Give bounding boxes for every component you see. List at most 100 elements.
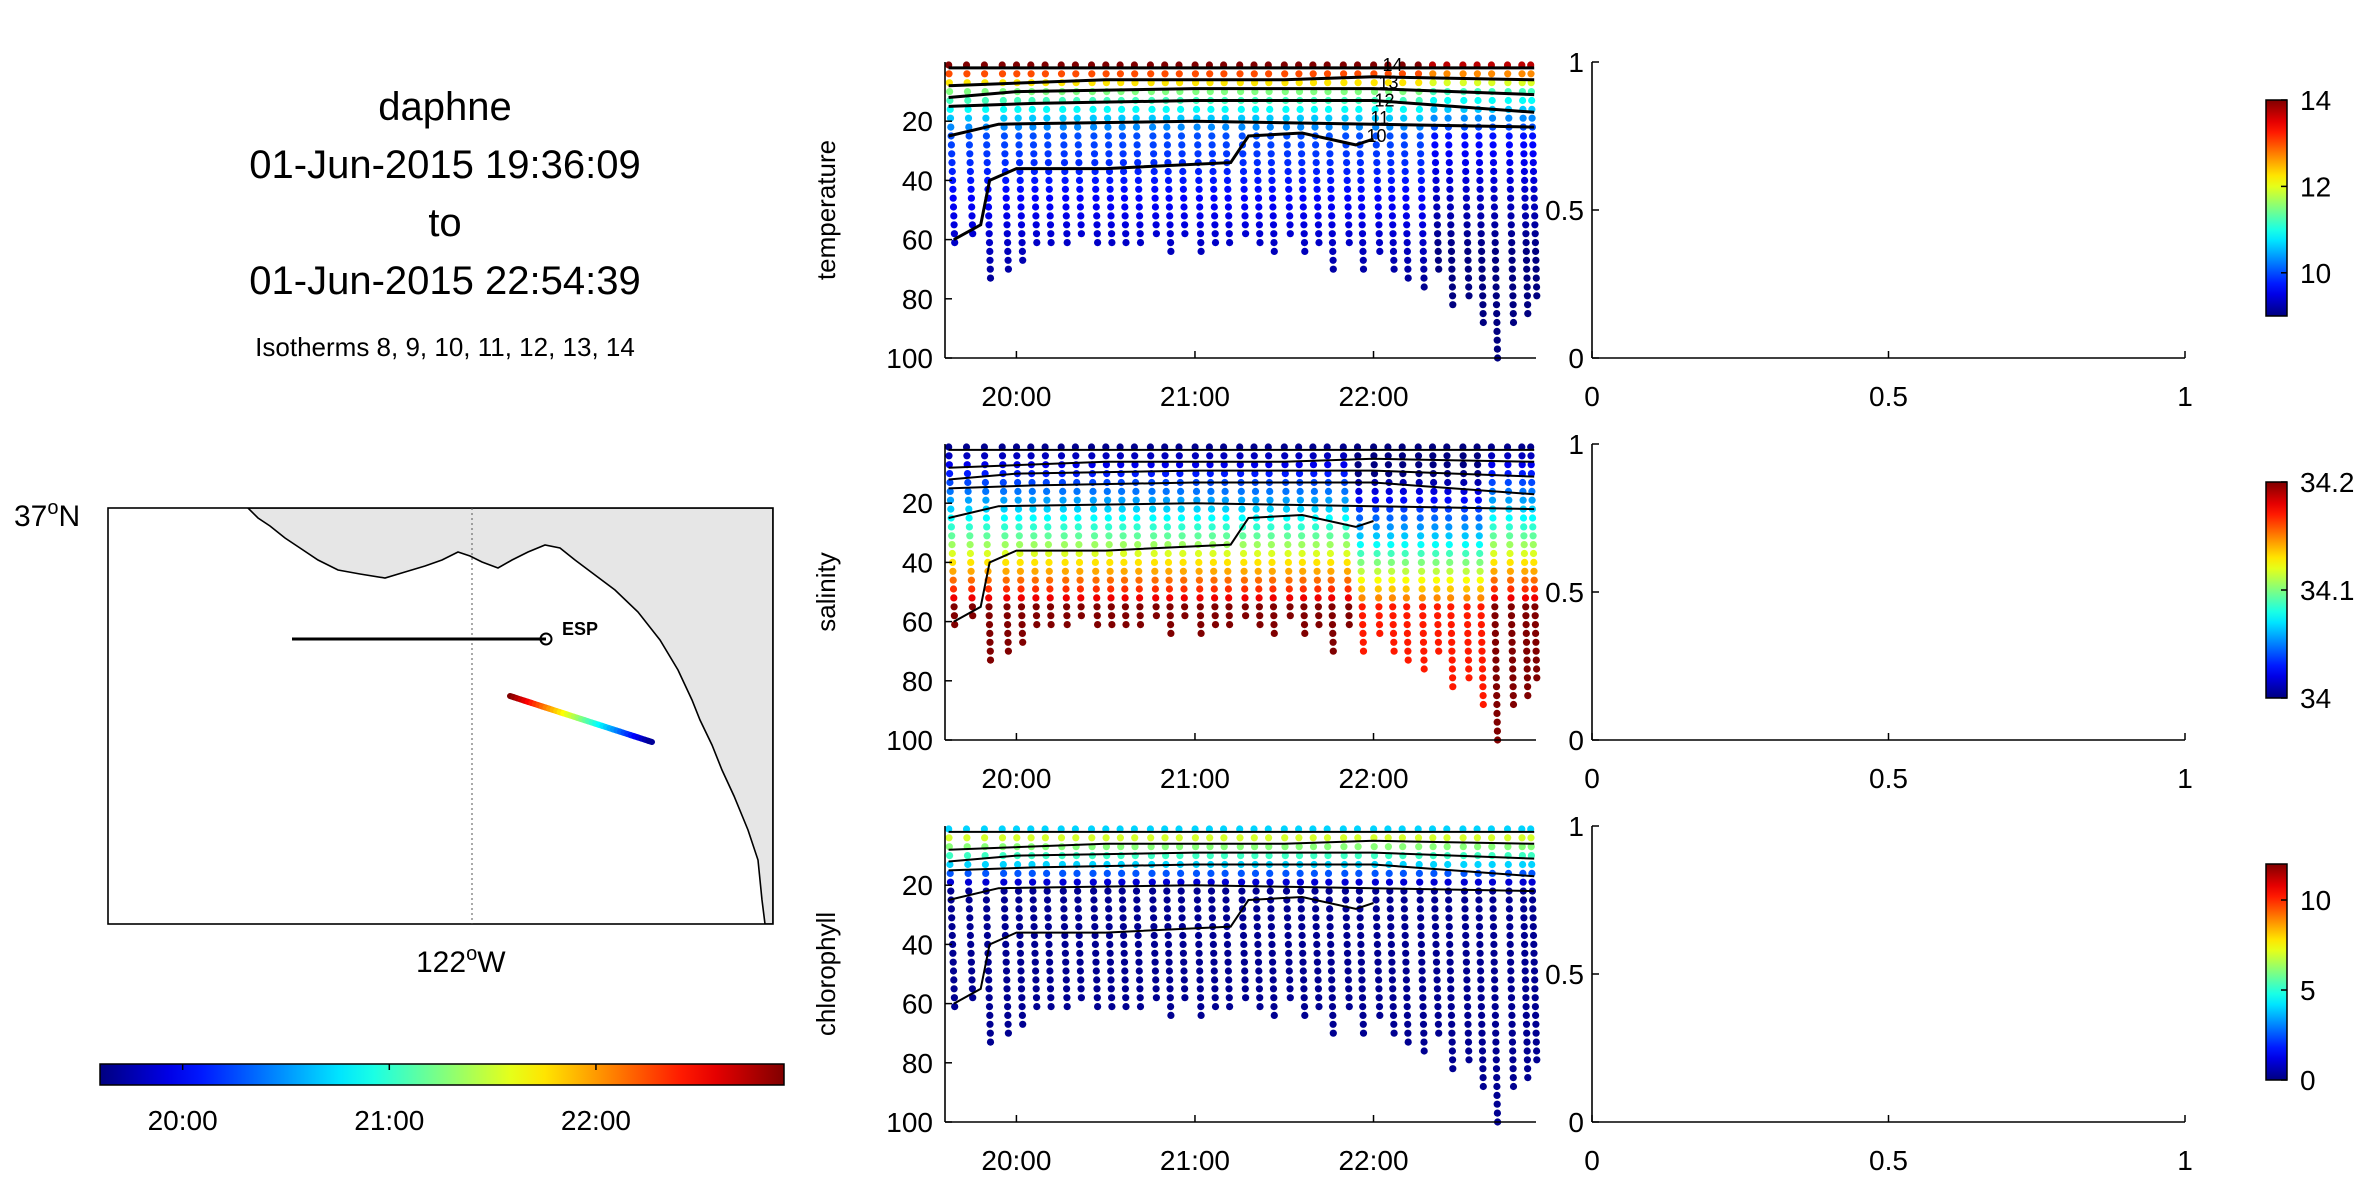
- chlorophyll-point: [947, 905, 956, 913]
- chlorophyll-point: [1443, 834, 1451, 842]
- chlorophyll-point: [1297, 896, 1305, 904]
- chlorophyll-point: [967, 949, 975, 957]
- temperature-point: [1255, 212, 1263, 220]
- salinity-point: [1131, 452, 1139, 460]
- chlorophyll-point: [945, 834, 953, 842]
- salinity-point: [1375, 612, 1383, 620]
- salinity-point: [1148, 487, 1156, 495]
- temperature-point: [986, 265, 994, 273]
- temperature-point: [1490, 194, 1498, 202]
- salinity-point: [1269, 585, 1277, 593]
- temperature-point: [1522, 239, 1530, 247]
- salinity-point: [1358, 585, 1366, 593]
- salinity-point: [1491, 629, 1499, 638]
- temperature-point: [1506, 176, 1514, 184]
- isotherm-label: 14: [1382, 55, 1402, 75]
- chlorophyll-point: [1522, 1011, 1530, 1020]
- salinity-point: [1106, 558, 1114, 567]
- salinity-point: [1193, 514, 1201, 522]
- temperature-point: [951, 239, 959, 247]
- salinity-point: [1505, 496, 1513, 504]
- chlorophyll-point: [1108, 1003, 1116, 1011]
- salinity-point: [1312, 523, 1320, 531]
- chlorophyll-point: [1119, 905, 1127, 913]
- salinity-point: [1028, 487, 1036, 495]
- chlorophyll-point: [1210, 949, 1218, 957]
- chlorophyll-point: [1431, 896, 1439, 904]
- chlorophyll-point: [1239, 931, 1248, 940]
- chlorophyll-point: [1520, 923, 1528, 931]
- chlorophyll-point: [1464, 1029, 1472, 1037]
- salinity-point: [1073, 496, 1081, 504]
- temperature-point: [1374, 194, 1382, 202]
- salinity-point: [1062, 585, 1070, 593]
- chlorophyll-point: [1310, 869, 1318, 878]
- temperature-point: [1476, 167, 1484, 176]
- temperature-point: [1256, 239, 1264, 247]
- chlorophyll-point: [1250, 825, 1258, 833]
- chlorophyll-point: [1356, 923, 1364, 931]
- salinity-point: [1400, 523, 1408, 531]
- temperature-point: [1492, 292, 1500, 300]
- chlorophyll-point: [1074, 896, 1082, 904]
- temperature-point: [1374, 185, 1382, 193]
- salinity-point: [1504, 452, 1512, 460]
- chlorophyll-point: [1358, 985, 1366, 993]
- temperature-point: [1004, 256, 1012, 264]
- chlorophyll-point: [1033, 1003, 1041, 1011]
- temperature-point: [1177, 105, 1185, 113]
- chlorophyll-point: [1509, 1056, 1517, 1064]
- temperature-point: [985, 212, 993, 220]
- chlorophyll-point: [1524, 1074, 1532, 1082]
- temperature-point: [1029, 123, 1037, 131]
- salinity-point: [1059, 487, 1067, 495]
- salinity-point: [1252, 505, 1260, 513]
- salinity-point: [1136, 612, 1144, 620]
- salinity-point: [1063, 621, 1071, 629]
- salinity-point: [1074, 523, 1082, 531]
- temperature-point: [1046, 194, 1054, 202]
- salinity-point: [1267, 532, 1275, 540]
- temperature-point: [1151, 194, 1159, 202]
- chlorophyll-point: [1175, 834, 1183, 842]
- chlorophyll-point: [1417, 931, 1425, 940]
- chlorophyll-point: [1256, 994, 1264, 1002]
- salinity-point: [1295, 443, 1303, 451]
- chlorophyll-point: [1030, 923, 1038, 931]
- chlorophyll-point: [1135, 967, 1143, 975]
- chlorophyll-point: [1374, 967, 1382, 975]
- salinity-point: [949, 576, 957, 584]
- salinity-point: [1533, 665, 1541, 673]
- salinity-point: [1047, 621, 1055, 629]
- salinity-point: [1446, 576, 1454, 584]
- chlorophyll-point: [1179, 931, 1187, 940]
- salinity-point: [1254, 549, 1262, 558]
- temperature-point: [1121, 203, 1129, 211]
- salinity-point: [1116, 452, 1124, 460]
- temperature-point: [1315, 230, 1323, 238]
- salinity-point: [1520, 532, 1528, 540]
- salinity-point: [1430, 487, 1438, 495]
- salinity-point: [1372, 523, 1380, 531]
- salinity-point: [949, 585, 958, 593]
- chlorophyll-point: [1446, 967, 1454, 975]
- salinity-point: [1314, 585, 1322, 593]
- chlorophyll-point: [1133, 896, 1141, 904]
- chlorophyll-point: [1030, 931, 1038, 940]
- temperature-point: [1031, 176, 1039, 184]
- temperature-point: [1325, 123, 1333, 131]
- salinity-point: [1491, 612, 1499, 620]
- salinity-point: [1253, 523, 1261, 531]
- temperature-point: [1060, 159, 1069, 167]
- salinity-point: [1359, 629, 1367, 638]
- chlorophyll-point: [1354, 843, 1362, 851]
- salinity-point: [1013, 452, 1021, 460]
- chlorophyll-point: [1028, 869, 1036, 878]
- chlorophyll-point: [1312, 914, 1320, 922]
- chlorophyll-point: [1403, 1003, 1411, 1011]
- salinity-point: [1002, 576, 1010, 584]
- chlorophyll-point: [1060, 914, 1068, 922]
- chlorophyll-point: [1254, 958, 1263, 966]
- temperature-point: [1404, 265, 1412, 273]
- salinity-point: [1027, 452, 1035, 460]
